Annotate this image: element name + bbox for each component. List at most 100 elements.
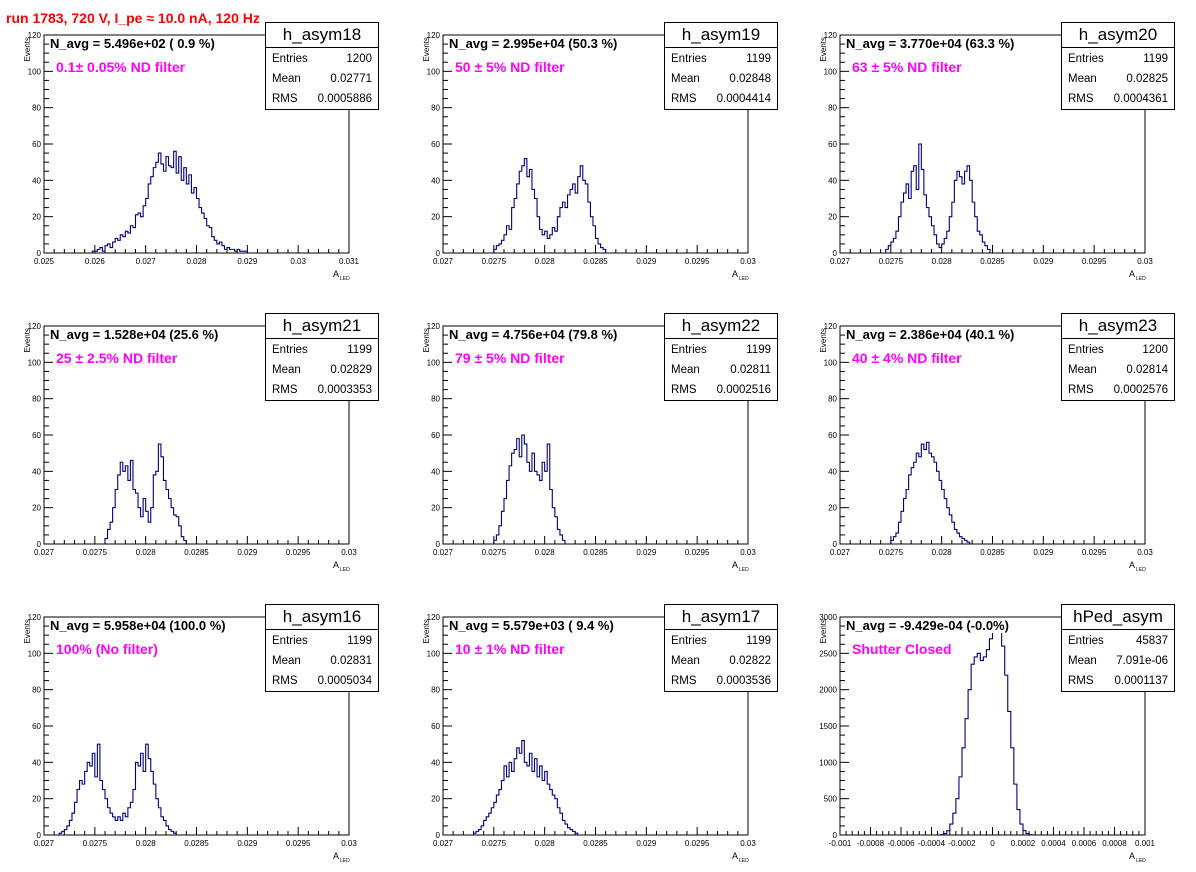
x-tick-label: 0.029	[636, 839, 657, 848]
y-tick-label: 80	[828, 104, 837, 113]
histogram-line	[472, 739, 579, 835]
stats-value: 0.0003536	[716, 675, 771, 687]
x-tick-label: 0.028	[535, 548, 556, 557]
y-axis-label: Events	[23, 328, 32, 352]
filter-label: 100% (No filter)	[56, 641, 158, 657]
histogram-name: h_asym23	[1062, 314, 1174, 339]
stats-label: Entries	[272, 344, 308, 356]
x-tick-label: 0.029	[636, 257, 657, 266]
n-avg-label: N_avg = 1.528e+04 (25.6 %)	[50, 327, 219, 342]
histogram-name: h_asym16	[266, 605, 378, 630]
y-tick-label: 40	[431, 176, 440, 185]
y-tick-label: 60	[431, 431, 440, 440]
x-tick-label: 0.03	[341, 839, 357, 848]
stats-row-entries: Entries 1199	[671, 340, 771, 360]
stats-value: 0.0004414	[716, 93, 771, 105]
x-axis-label-subscript: LED	[739, 567, 749, 573]
histogram-panel: 0 20 40 60 80 100 120 0.027 0.0275 0.028 0.0285 0.0…	[819, 322, 1153, 573]
y-tick-label: 0	[436, 249, 441, 258]
filter-label: 10 ± 1% ND filter	[455, 641, 565, 657]
stats-label: Mean	[671, 364, 700, 376]
x-tick-label: 0.0295	[685, 839, 710, 848]
x-tick-label: 0.025	[34, 257, 55, 266]
stats-value: 0.02814	[1126, 364, 1168, 376]
stats-value: 0.02831	[330, 655, 372, 667]
y-axis-label: Events	[819, 619, 828, 643]
stats-label: Mean	[1068, 73, 1097, 85]
x-tick-label: 0.0275	[83, 839, 108, 848]
stats-value: 7.091e-06	[1116, 655, 1168, 667]
stats-row-rms: RMS 0.0002576	[1068, 380, 1168, 400]
x-tick-label: 0.03	[740, 548, 756, 557]
histogram-line	[91, 150, 248, 253]
y-tick-label: 0	[833, 540, 838, 549]
stats-label: Mean	[272, 655, 301, 667]
x-axis-label-subscript: LED	[340, 858, 350, 864]
stats-value: 1199	[347, 635, 372, 647]
x-tick-label: 0.029	[1033, 257, 1054, 266]
histogram-panel: 0 20 40 60 80 100 120 0.027 0.0275 0.028 0.0285 0.0…	[23, 322, 357, 573]
stats-row-entries: Entries 1200	[272, 49, 372, 69]
x-tick-label: 0.0275	[482, 548, 507, 557]
y-tick-label: 120	[427, 322, 441, 331]
x-tick-label: 0.027	[830, 257, 851, 266]
histogram-line	[493, 157, 607, 253]
stats-row-rms: RMS 0.0004414	[671, 89, 771, 109]
stats-value: 0.0002516	[716, 384, 771, 396]
y-axis-label: Events	[819, 328, 828, 352]
stats-value: 0.0005034	[317, 675, 372, 687]
y-tick-label: 0	[833, 831, 838, 840]
stats-value: 0.02771	[330, 73, 372, 85]
y-tick-label: 80	[32, 104, 41, 113]
x-tick-label: 0.029	[237, 839, 258, 848]
stats-row-entries: Entries 1200	[1068, 340, 1168, 360]
stats-box: h_asym16 Entries 1199 Mean 0.02831 RMS 0.00050…	[265, 604, 379, 692]
stats-value: 0.0004361	[1113, 93, 1168, 105]
n-avg-label: N_avg = 5.579e+03 ( 9.4 %)	[449, 618, 614, 633]
stats-value: 0.02811	[730, 364, 771, 376]
stats-row-rms: RMS 0.0002516	[671, 380, 771, 400]
stats-label: Mean	[1068, 364, 1097, 376]
histogram-panel: 0 20 40 60 80 100 120 0.027 0.0275 0.028 0.0285 0.0…	[23, 613, 357, 864]
x-tick-label: 0.0295	[685, 548, 710, 557]
x-axis-label: A	[732, 269, 738, 279]
stats-label: Entries	[272, 53, 308, 65]
stats-box: h_asym19 Entries 1199 Mean 0.02848 RMS 0.00044…	[664, 22, 778, 110]
stats-label: RMS	[671, 93, 697, 105]
y-tick-label: 120	[28, 613, 42, 622]
stats-row-entries: Entries 1199	[272, 340, 372, 360]
stats-box: h_asym18 Entries 1200 Mean 0.02771 RMS 0.00058…	[265, 22, 379, 110]
x-tick-label: 0.0275	[482, 839, 507, 848]
x-tick-label: 0.028	[932, 257, 953, 266]
y-axis-label: Events	[422, 37, 431, 61]
x-tick-label: 0.0275	[83, 548, 108, 557]
x-tick-label: 0.028	[136, 839, 157, 848]
stats-label: Mean	[272, 364, 301, 376]
y-tick-label: 80	[828, 395, 837, 404]
stats-label: RMS	[1068, 93, 1094, 105]
stats-label: RMS	[1068, 675, 1094, 687]
y-tick-label: 500	[824, 795, 838, 804]
x-tick-label: 0.0006	[1072, 839, 1097, 848]
n-avg-label: N_avg = 2.995e+04 (50.3 %)	[449, 36, 618, 51]
x-tick-label: -0.001	[829, 839, 852, 848]
x-tick-label: 0.027	[433, 839, 454, 848]
y-tick-label: 1000	[819, 758, 837, 767]
x-axis-label: A	[1129, 269, 1135, 279]
y-axis-label: Events	[422, 328, 431, 352]
x-tick-label: 0.027	[433, 257, 454, 266]
stats-value: 0.0005886	[317, 93, 372, 105]
stats-value: 0.02822	[729, 655, 771, 667]
y-tick-label: 40	[828, 467, 837, 476]
y-tick-label: 0	[436, 540, 441, 549]
filter-label: 63 ± 5% ND filter	[852, 59, 962, 75]
x-tick-label: 0.0008	[1102, 839, 1127, 848]
stats-row-rms: RMS 0.0003353	[272, 380, 372, 400]
stats-value: 0.0001137	[1114, 675, 1168, 687]
y-tick-label: 0	[37, 540, 42, 549]
histogram-line	[104, 443, 187, 544]
y-tick-label: 120	[824, 31, 838, 40]
y-tick-label: 60	[828, 140, 837, 149]
y-tick-label: 120	[427, 613, 441, 622]
